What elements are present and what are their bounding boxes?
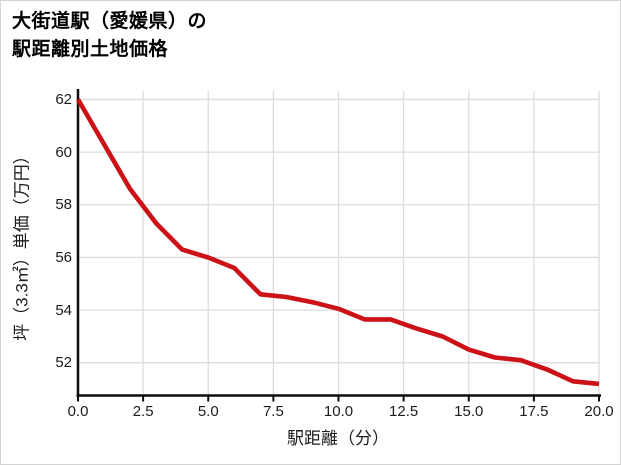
y-tick-label: 62 <box>55 90 72 108</box>
y-axis-title: 坪（3.3㎡）単価（万円） <box>12 147 32 341</box>
y-tick-label: 54 <box>55 301 72 319</box>
y-tick-label: 52 <box>55 354 72 372</box>
chart-title-line1: 大街道駅（愛媛県）の <box>12 11 208 32</box>
x-tick-label: 2.5 <box>132 403 154 420</box>
x-tick-label: 7.5 <box>262 403 284 420</box>
y-tick-label: 58 <box>55 196 72 214</box>
x-tick-label: 15.0 <box>454 403 484 420</box>
x-tick-label: 10.0 <box>323 403 354 420</box>
x-tick-label: 12.5 <box>389 403 419 420</box>
chart-title-line2: 駅距離別土地価格 <box>12 38 169 60</box>
x-tick-label: 20.0 <box>584 403 614 420</box>
x-axis-title: 駅距離（分） <box>287 429 389 448</box>
x-tick-label: 0.0 <box>67 403 89 420</box>
x-tick-label: 17.5 <box>519 403 549 420</box>
chart-title: 大街道駅（愛媛県）の 駅距離別土地価格 <box>12 8 207 63</box>
y-tick-label: 60 <box>55 143 72 161</box>
price-line-series <box>76 98 600 387</box>
x-tick-label: 5.0 <box>197 403 219 420</box>
y-tick-label: 56 <box>55 248 72 266</box>
